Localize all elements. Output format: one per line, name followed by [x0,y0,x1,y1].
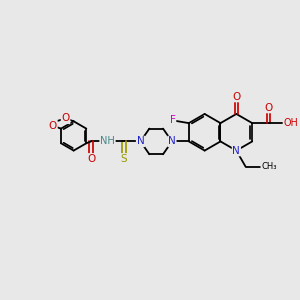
Text: S: S [121,154,127,164]
Text: O: O [232,92,241,102]
Text: N: N [168,136,176,146]
Text: OH: OH [284,118,298,128]
Text: F: F [170,116,176,125]
Text: CH₃: CH₃ [261,162,277,171]
Text: N: N [136,136,144,146]
Text: O: O [49,121,57,131]
Text: NH: NH [100,136,115,146]
Text: O: O [265,103,273,112]
Text: N: N [232,146,240,156]
Text: O: O [87,154,95,164]
Text: O: O [61,113,70,123]
